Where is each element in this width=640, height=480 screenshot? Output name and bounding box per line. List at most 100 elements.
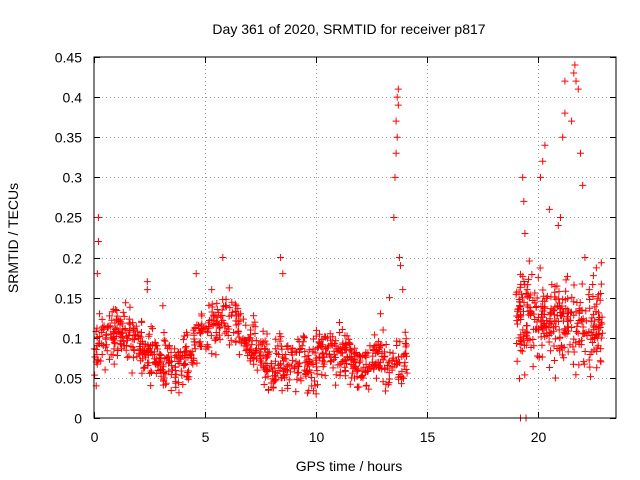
data-point <box>251 318 259 326</box>
data-point <box>183 328 191 336</box>
data-point <box>358 372 366 380</box>
data-point <box>554 221 562 229</box>
data-point <box>598 329 606 337</box>
data-point <box>226 304 234 312</box>
data-point <box>594 342 602 350</box>
data-point <box>394 85 402 93</box>
data-point <box>567 308 575 316</box>
data-point <box>319 363 327 371</box>
data-point <box>318 371 326 379</box>
data-point <box>550 307 558 315</box>
data-point <box>335 318 343 326</box>
data-point <box>143 278 151 286</box>
data-point <box>310 335 318 343</box>
data-point <box>280 354 288 362</box>
chart-title: Day 361 of 2020, SRMTID for receiver p81… <box>212 21 485 37</box>
data-point <box>545 331 553 339</box>
data-point <box>213 299 221 307</box>
data-point <box>120 312 128 320</box>
data-point <box>566 316 574 324</box>
data-point <box>556 334 564 342</box>
data-point <box>309 361 317 369</box>
data-point <box>517 290 525 298</box>
data-point <box>147 323 155 331</box>
data-point <box>576 298 584 306</box>
data-point <box>556 213 564 221</box>
data-point <box>278 345 286 353</box>
data-point <box>363 367 371 375</box>
data-point <box>145 332 153 340</box>
data-point <box>388 363 396 371</box>
data-point <box>373 347 381 355</box>
data-point <box>332 371 340 379</box>
data-point <box>575 340 583 348</box>
data-point <box>586 296 594 304</box>
data-point <box>110 339 118 347</box>
data-point <box>253 366 261 374</box>
data-point <box>91 371 99 379</box>
data-point <box>540 329 548 337</box>
data-point <box>157 372 165 380</box>
data-point <box>574 85 582 93</box>
data-point <box>551 317 559 325</box>
data-point <box>568 324 576 332</box>
data-point <box>237 310 245 318</box>
data-point <box>521 329 529 337</box>
data-point <box>143 286 151 294</box>
data-point <box>348 374 356 382</box>
data-point <box>284 361 292 369</box>
data-point <box>128 335 136 343</box>
data-point <box>551 335 559 343</box>
data-point <box>270 377 278 385</box>
data-point <box>257 355 265 363</box>
data-point <box>138 369 146 377</box>
data-point <box>171 345 179 353</box>
data-point <box>125 331 133 339</box>
data-point <box>337 345 345 353</box>
data-point <box>343 360 351 368</box>
data-point <box>397 380 405 388</box>
data-point <box>536 173 544 181</box>
data-point <box>165 359 173 367</box>
data-point <box>341 363 349 371</box>
data-point <box>399 286 407 294</box>
data-point <box>533 318 541 326</box>
data-point <box>300 333 308 341</box>
data-point <box>112 315 120 323</box>
data-point <box>578 280 586 288</box>
data-point <box>225 284 233 292</box>
data-point <box>130 347 138 355</box>
data-point <box>294 362 302 370</box>
data-point <box>401 328 409 336</box>
data-point <box>516 298 524 306</box>
data-point <box>272 335 280 343</box>
data-point <box>591 334 599 342</box>
data-point <box>318 350 326 358</box>
data-point <box>385 369 393 377</box>
data-point <box>539 297 547 305</box>
data-point <box>553 312 561 320</box>
data-point <box>393 133 401 141</box>
data-point <box>400 362 408 370</box>
data-point <box>560 308 568 316</box>
data-point <box>190 335 198 343</box>
data-point <box>329 364 337 372</box>
data-point <box>586 363 594 371</box>
data-point <box>136 343 144 351</box>
data-point <box>191 345 199 353</box>
data-point <box>246 334 254 342</box>
data-point <box>225 312 233 320</box>
data-point <box>560 328 568 336</box>
data-point <box>357 353 365 361</box>
data-point <box>395 254 403 262</box>
data-point <box>529 363 537 371</box>
data-point <box>336 372 344 380</box>
data-point <box>259 327 267 335</box>
data-point <box>355 383 363 391</box>
data-point <box>518 347 526 355</box>
data-point <box>314 344 322 352</box>
data-point <box>515 334 523 342</box>
data-point <box>525 311 533 319</box>
data-point <box>319 335 327 343</box>
data-point <box>105 355 113 363</box>
